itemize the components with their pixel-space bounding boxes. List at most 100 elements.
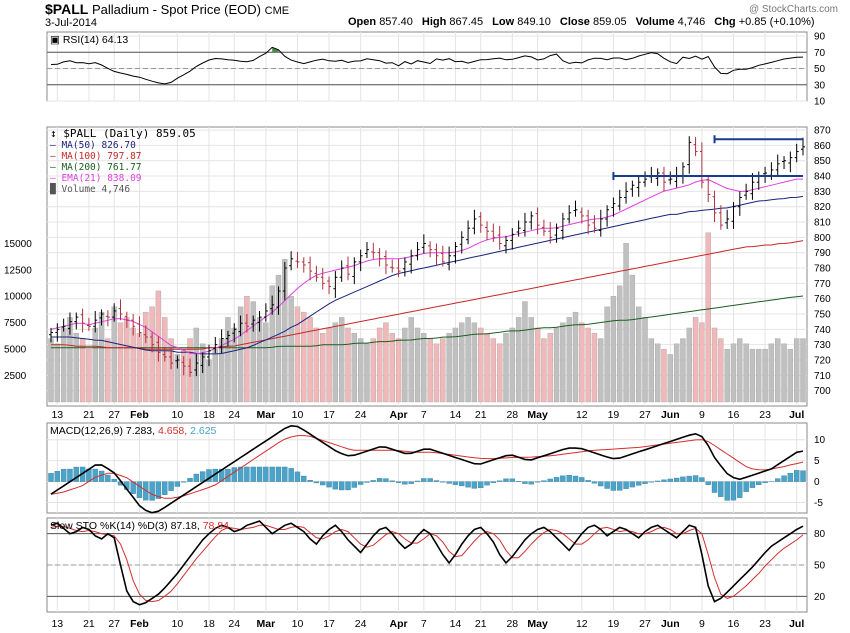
macd-histogram-bar <box>775 478 781 482</box>
volume-bar <box>490 338 497 403</box>
volume-bar <box>307 317 313 403</box>
macd-histogram-bar <box>737 481 743 498</box>
volume-bar <box>124 317 130 403</box>
macd-histogram-bar <box>680 476 686 482</box>
low-label: Low <box>492 16 515 28</box>
ma50-line <box>51 195 804 355</box>
y-tick-price-4: 830 <box>814 187 831 198</box>
volume-bar <box>54 343 60 403</box>
sto-legend-k: Slow STO %K(14) %D(3) 87.18, <box>50 520 203 532</box>
y-tick-price-3: 840 <box>814 172 831 183</box>
y-tick-price-16: 710 <box>814 371 831 382</box>
x-tick-sto-15: 28 <box>506 618 518 630</box>
volume-bar <box>572 311 579 403</box>
volume-bar <box>459 322 465 403</box>
volume-bar <box>528 317 534 403</box>
macd-histogram-bar <box>724 481 730 501</box>
volume-bar <box>244 296 250 403</box>
volume-bar <box>560 322 566 403</box>
x-tick-price-0: 13 <box>51 409 63 421</box>
volume-bar <box>364 343 370 403</box>
instrument-name: Palladium - Spot Price (EOD) <box>91 2 261 17</box>
macd-histogram-bar <box>111 479 117 482</box>
sto-k-line <box>50 520 804 606</box>
macd-histogram-bar <box>636 481 642 486</box>
macd-histogram-bar <box>598 481 604 487</box>
rsi-legend: ▣ RSI(14) 64.13 <box>50 34 128 46</box>
y-tick-macd-0: 10 <box>814 435 826 446</box>
volume-bar <box>452 327 459 403</box>
macd-histogram-bar <box>762 481 768 483</box>
volume-bar <box>585 327 591 403</box>
macd-histogram-bar <box>781 475 787 482</box>
macd-histogram-bar <box>471 481 478 489</box>
y-tick-price-1: 860 <box>814 141 831 152</box>
macd-histogram-bar <box>629 481 636 488</box>
volume-bar <box>326 327 332 403</box>
macd-histogram-bar <box>541 480 547 482</box>
macd-legend-signal: 4.658, <box>158 425 190 437</box>
macd-histogram-bar <box>187 478 193 482</box>
x-tick-price-8: 10 <box>292 409 304 421</box>
volume-bar <box>263 322 269 403</box>
x-tick-sto-22: 16 <box>728 618 740 630</box>
volume-bar <box>756 348 762 403</box>
volume-bar <box>667 354 673 403</box>
volume-bar <box>465 317 471 403</box>
macd-histogram-bar <box>136 481 143 499</box>
volume-bar <box>421 333 427 403</box>
volume-bar <box>301 311 307 403</box>
close-label: Close <box>559 16 590 28</box>
price-legend-3: — MA(200) 761.77 <box>50 162 142 173</box>
volume-bar <box>471 322 478 403</box>
macd-histogram-bar <box>73 466 79 482</box>
macd-histogram-bar <box>206 469 212 482</box>
macd-histogram-bar <box>484 481 490 486</box>
volume-tick-1: 12500 <box>4 265 32 276</box>
x-tick-price-13: 14 <box>450 409 462 421</box>
volume-bar <box>478 327 484 403</box>
macd-histogram-bar <box>446 481 452 484</box>
volume-bar <box>320 333 326 403</box>
macd-histogram-bar <box>673 477 680 482</box>
volume-bar <box>522 301 528 403</box>
volume-bar <box>648 338 655 403</box>
macd-histogram-bar <box>699 477 705 482</box>
volume-bar <box>73 333 79 403</box>
price-legend-1: — MA(50) 826.70 <box>50 140 136 151</box>
x-tick-sto-20: Jun <box>661 618 680 630</box>
y-tick-price-17: 700 <box>814 386 831 397</box>
y-tick-rsi-1: 70 <box>814 48 826 59</box>
volume-bar <box>98 311 105 403</box>
macd-histogram-bar <box>193 473 200 482</box>
volume-bar <box>579 322 585 403</box>
volume-bar <box>484 333 490 403</box>
chart-date: 3-Jul-2014 <box>45 17 97 29</box>
volume-bar <box>566 317 572 403</box>
x-tick-sto-0: 13 <box>51 618 63 630</box>
macd-histogram-bar <box>345 481 351 491</box>
price-legend-0: ↕ $PALL (Daily) 859.05 <box>50 127 196 140</box>
volume-bar <box>692 317 699 403</box>
volume-value: 4,746 <box>677 16 706 28</box>
volume-bar <box>800 338 806 403</box>
macd-histogram-bar <box>383 478 389 482</box>
macd-histogram-bar <box>509 478 515 482</box>
macd-legend: MACD(12,26,9) 7.283, 4.658, 2.625 <box>50 425 217 437</box>
x-tick-price-22: 16 <box>728 409 740 421</box>
volume-bar <box>617 285 623 403</box>
y-tick-macd-3: -5 <box>814 498 823 509</box>
rsi-line <box>50 46 804 85</box>
x-tick-sto-9: 17 <box>323 618 335 630</box>
x-tick-price-21: 9 <box>699 409 705 421</box>
macd-histogram-bar <box>756 481 762 485</box>
macd-histogram-bar <box>389 480 395 482</box>
x-tick-price-10: 24 <box>355 409 367 421</box>
macd-histogram-bar <box>168 481 174 491</box>
x-tick-sto-13: 14 <box>450 618 462 630</box>
volume-bar <box>705 232 711 403</box>
volume-bar <box>332 322 339 403</box>
macd-histogram-bar <box>427 478 433 482</box>
macd-histogram-bar <box>661 479 667 482</box>
macd-line <box>50 424 804 514</box>
